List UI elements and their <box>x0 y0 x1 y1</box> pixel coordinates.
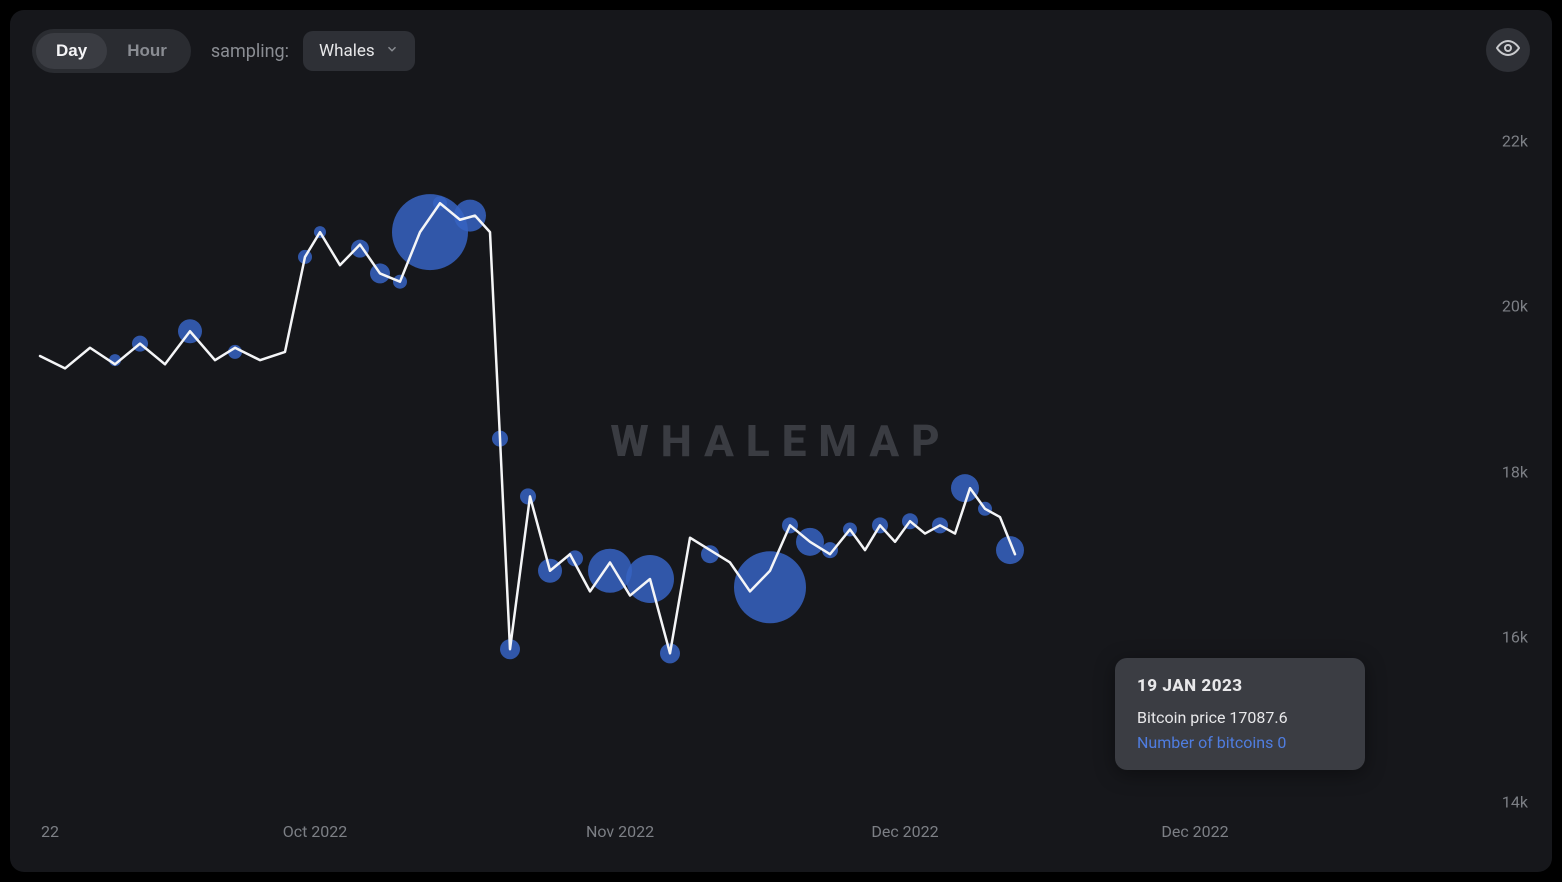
eye-icon <box>1496 36 1520 64</box>
tooltip-volume-label: Number of bitcoins <box>1137 733 1273 752</box>
tooltip-price-label: Bitcoin price <box>1137 708 1225 727</box>
tooltip-price-line: Bitcoin price 17087.6 <box>1137 708 1343 727</box>
tooltip-price-value: 17087.6 <box>1229 708 1287 727</box>
sampling-dropdown[interactable]: Whales <box>303 31 415 71</box>
x-axis-labels: 22 Oct 2022 Nov 2022 Dec 2022 Dec 2022 <box>10 822 1552 852</box>
chart-tooltip: 19 JAN 2023 Bitcoin price 17087.6 Number… <box>1115 658 1365 770</box>
timeframe-toggle: Day Hour <box>32 29 191 73</box>
x-tick-label: Dec 2022 <box>1161 822 1228 841</box>
visibility-toggle-button[interactable] <box>1486 28 1530 72</box>
tooltip-volume-value: 0 <box>1277 733 1286 752</box>
timeframe-day-button[interactable]: Day <box>36 33 107 69</box>
sampling-dropdown-value: Whales <box>319 41 375 61</box>
x-tick-label: Oct 2022 <box>283 822 348 841</box>
tooltip-date: 19 JAN 2023 <box>1137 676 1343 696</box>
timeframe-hour-button[interactable]: Hour <box>107 33 187 69</box>
x-tick-label: 22 <box>41 822 59 841</box>
sampling-label: sampling: <box>211 41 289 62</box>
x-tick-label: Nov 2022 <box>586 822 654 841</box>
top-controls: Day Hour sampling: Whales <box>32 28 1530 74</box>
chevron-down-icon <box>385 41 399 61</box>
chart-panel: Day Hour sampling: Whales WHALEMAP 14k16… <box>10 10 1552 872</box>
x-tick-label: Dec 2022 <box>871 822 938 841</box>
tooltip-volume-line: Number of bitcoins 0 <box>1137 733 1343 752</box>
